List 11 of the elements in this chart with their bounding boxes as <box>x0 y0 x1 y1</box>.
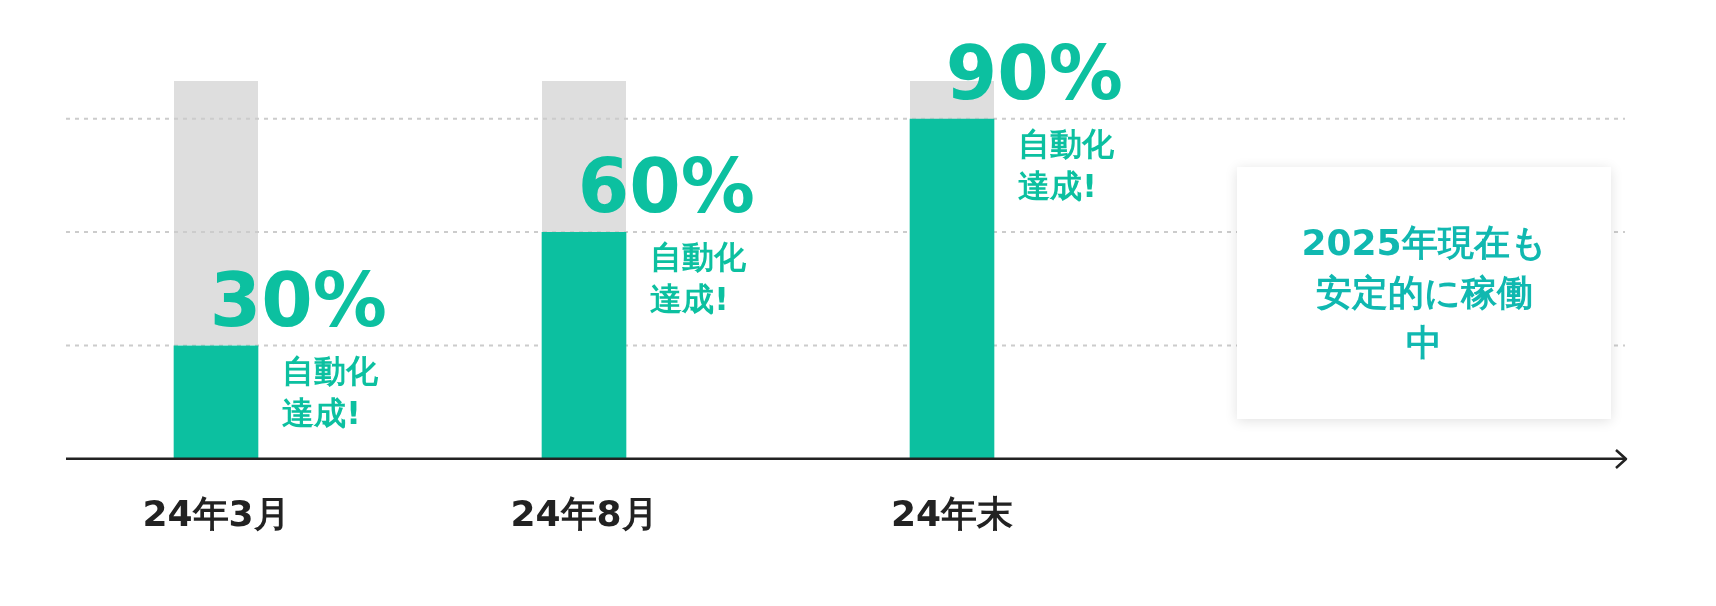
data-label: 90% <box>945 30 1123 116</box>
annotation: 2025年現在も安定的に稼働中 <box>1300 221 1548 365</box>
x-tick-label: 24年8月 <box>510 492 658 534</box>
annotation: 自動化達成! <box>1018 125 1116 206</box>
note-card: 2025年現在も安定的に稼働中 <box>1237 167 1611 419</box>
data-label: 30% <box>209 256 387 343</box>
x-tick-label: 24年3月 <box>142 492 290 534</box>
data-label: 60% <box>577 143 755 230</box>
annotation: 自動化達成! <box>650 238 748 319</box>
x-tick-label: 24年末 <box>890 492 1014 534</box>
annotation: 自動化達成! <box>282 351 380 432</box>
